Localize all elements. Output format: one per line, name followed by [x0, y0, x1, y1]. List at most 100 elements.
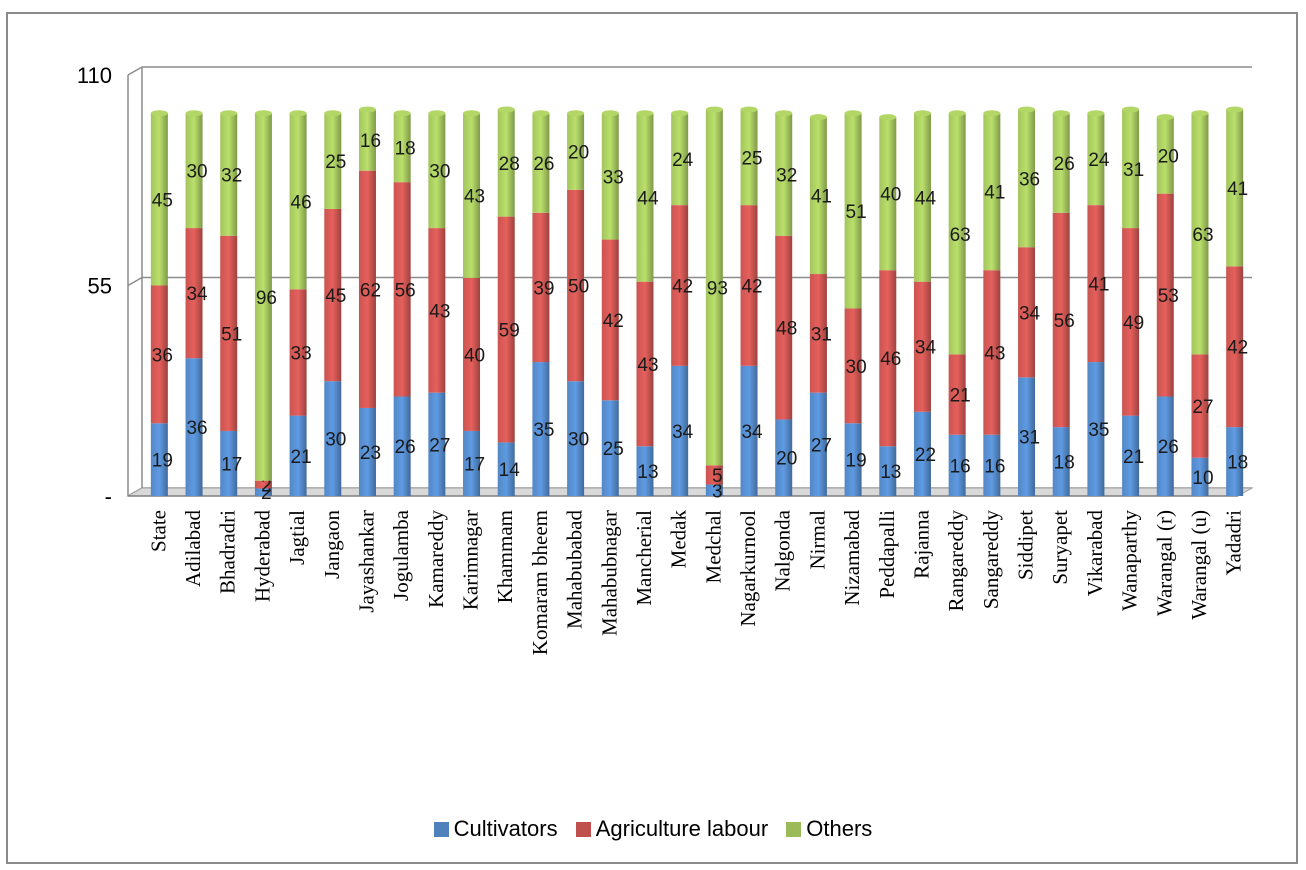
- data-label-others-siddipet: 36: [1019, 169, 1040, 190]
- bar-agriculture-labour-kamareddy: [428, 228, 446, 393]
- bar-cultivators-medak: [671, 365, 689, 496]
- bar-others-hyderabad: [254, 113, 272, 481]
- bar-agriculture-labour-rajanna: [913, 281, 931, 412]
- x-tick-label-nizamabad: Nizamabad: [840, 510, 864, 606]
- bar-agriculture-labour-mahabubnagar: [601, 239, 619, 401]
- data-label-agriculture-labour-nizamabad: 30: [846, 357, 867, 378]
- bar-cultivators-jogulamba: [393, 396, 411, 496]
- bar-others-nizamabad: [844, 113, 862, 309]
- bar-cap-jogulamba: [393, 110, 411, 117]
- data-label-agriculture-labour-nagarkurnool: 42: [741, 277, 762, 298]
- data-label-agriculture-labour-nirmal: 31: [811, 324, 832, 345]
- x-tick-label-hyderabad: Hyderabad: [250, 510, 274, 603]
- bar-agriculture-labour-adilabad: [185, 228, 203, 359]
- bar-cap-warangal-r: [1156, 114, 1174, 121]
- data-label-cultivators-sangareddy: 16: [984, 456, 1005, 477]
- bar-cultivators-khammam: [497, 442, 515, 496]
- bar-agriculture-labour-hyderabad: [254, 480, 272, 489]
- data-label-cultivators-yadadri: 18: [1227, 453, 1248, 474]
- bar-cultivators-jayashankar: [358, 407, 376, 496]
- gridline-side: [127, 276, 143, 287]
- legend-swatch-others: [786, 822, 802, 837]
- bar-cultivators-jagtial: [289, 415, 307, 496]
- bar-others-suryapet: [1052, 113, 1070, 213]
- bar-others-khammam: [497, 109, 515, 217]
- bar-agriculture-labour-mancherial: [636, 281, 654, 447]
- data-label-agriculture-labour-suryapet: 56: [1054, 311, 1075, 332]
- bar-cap-nizamabad: [844, 110, 862, 117]
- data-label-agriculture-labour-mahabubnagar: 42: [603, 311, 624, 332]
- bar-cap-nirmal: [809, 114, 827, 121]
- x-tick-label-khammam: Khammam: [493, 510, 517, 603]
- x-tick-label-rangareddy: Rangareddy: [944, 510, 968, 612]
- bar-cap-medchal: [705, 106, 723, 113]
- bar-cap-karimnagar: [463, 110, 481, 117]
- bar-agriculture-labour-komaram-bheem: [532, 212, 550, 363]
- data-label-agriculture-labour-mahabubabad: 50: [568, 277, 589, 298]
- data-label-others-hyderabad: 96: [256, 288, 277, 309]
- bar-agriculture-labour-jagtial: [289, 289, 307, 416]
- bar-others-karimnagar: [463, 113, 481, 278]
- bar-cultivators-warangal-r: [1156, 396, 1174, 496]
- bar-others-komaram-bheem: [532, 113, 550, 213]
- x-tick-label-mahabubnagar: Mahabubnagar: [597, 510, 621, 636]
- bar-cultivators-mancherial: [636, 446, 654, 496]
- bar-cultivators-nalgonda: [775, 419, 793, 496]
- bar-cap-state: [150, 110, 168, 117]
- bar-agriculture-labour-medak: [671, 205, 689, 366]
- x-tick-label-vikarabad: Vikarabad: [1083, 510, 1107, 597]
- data-label-agriculture-labour-jayashankar: 62: [360, 280, 381, 301]
- x-tick-label-rajanna: Rajanna: [909, 509, 933, 578]
- gridline-side: [127, 66, 143, 76]
- bar-cultivators-mahabubabad: [567, 381, 585, 496]
- data-label-cultivators-rajanna: 22: [915, 445, 936, 466]
- data-label-cultivators-khammam: 14: [499, 460, 521, 481]
- bar-others-nirmal: [809, 117, 827, 275]
- data-label-others-vikarabad: 24: [1088, 150, 1110, 171]
- data-label-agriculture-labour-bhadradri: 51: [221, 324, 242, 345]
- bar-others-sangareddy: [983, 113, 1001, 271]
- bar-cultivators-bhadradri: [220, 430, 238, 496]
- bar-agriculture-labour-jangaon: [324, 208, 342, 382]
- bar-agriculture-labour-jayashankar: [358, 170, 376, 408]
- x-tick-label-mancherial: Mancherial: [632, 510, 656, 606]
- x-tick-label-kamareddy: Kamareddy: [424, 510, 448, 608]
- x-tick-label-state: State: [146, 510, 170, 552]
- legend-label-others: Others: [806, 816, 873, 841]
- bar-cultivators-wanaparthy: [1122, 415, 1140, 496]
- data-label-others-bhadradri: 32: [221, 166, 242, 187]
- legend: Cultivators Agriculture labour Others: [0, 816, 1306, 842]
- bar-others-rajanna: [913, 113, 931, 282]
- bar-cap-medak: [671, 110, 689, 117]
- data-label-others-mahabubabad: 20: [568, 143, 589, 164]
- x-tick-label-adilabad: Adilabad: [181, 510, 205, 587]
- data-label-others-nalgonda: 32: [776, 166, 797, 187]
- bar-cap-bhadradri: [220, 110, 238, 117]
- bar-others-jogulamba: [393, 113, 411, 183]
- bar-cultivators-kamareddy: [428, 392, 446, 496]
- bar-cultivators-sangareddy: [983, 434, 1001, 496]
- bar-cap-mancherial: [636, 110, 654, 117]
- data-label-others-medak: 24: [672, 150, 694, 171]
- data-label-agriculture-labour-komaram-bheem: 39: [533, 278, 554, 299]
- x-tick-label-warangal-r: Warangal (r): [1152, 510, 1176, 616]
- data-label-others-karimnagar: 43: [464, 187, 485, 208]
- bar-cap-vikarabad: [1087, 110, 1105, 117]
- bar-cultivators-komaram-bheem: [532, 362, 550, 496]
- bar-agriculture-labour-siddipet: [1018, 247, 1036, 378]
- data-label-cultivators-jangaon: 30: [325, 430, 346, 451]
- data-label-cultivators-mancherial: 13: [637, 462, 658, 483]
- data-label-others-warangal-r: 20: [1158, 146, 1179, 167]
- data-label-others-nagarkurnool: 25: [741, 148, 762, 169]
- data-label-others-jayashankar: 16: [360, 131, 381, 152]
- bar-others-kamareddy: [428, 113, 446, 229]
- bar-cap-siddipet: [1018, 106, 1036, 113]
- data-label-agriculture-labour-hyderabad: 2: [261, 476, 272, 497]
- bar-others-jangaon: [324, 113, 342, 209]
- data-label-cultivators-karimnagar: 17: [464, 454, 485, 475]
- bar-agriculture-labour-wanaparthy: [1122, 228, 1140, 416]
- bar-others-wanaparthy: [1122, 109, 1140, 229]
- x-tick-label-medak: Medak: [667, 510, 691, 569]
- x-tick-label-jangaon: Jangaon: [320, 510, 344, 579]
- bar-cap-nagarkurnool: [740, 106, 758, 113]
